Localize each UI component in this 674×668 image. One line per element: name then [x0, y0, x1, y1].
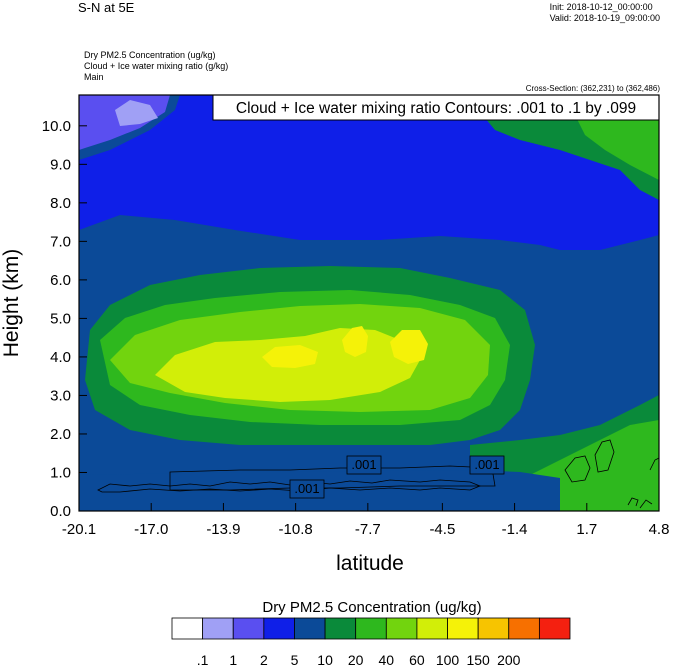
field-line-3: Main: [84, 72, 104, 82]
colorbar: [171, 617, 571, 640]
y-tick-label: 6.0: [50, 272, 71, 289]
y-tick-label: 7.0: [50, 233, 71, 250]
x-tick-label: -20.1: [62, 521, 96, 538]
colorbar-swatch: [538, 617, 571, 640]
colorbar-label: 2: [260, 652, 268, 668]
field-descriptions: Dry PM2.5 Concentration (ug/kg) Cloud + …: [84, 50, 228, 83]
x-tick-label: -10.8: [279, 521, 313, 538]
cloud-contour-4: [627, 497, 653, 509]
cloud-contour-3: [564, 439, 659, 483]
chart-title: S-N at 5E: [78, 0, 135, 15]
cross-section-label: Cross-Section: (362,231) to (362,486): [525, 84, 660, 93]
x-axis-label: latitude: [336, 552, 404, 575]
colorbar-label: 150: [466, 652, 490, 668]
x-tick-label: 1.7: [576, 521, 597, 538]
contour-info-text: Cloud + Ice water mixing ratio Contours:…: [236, 100, 636, 117]
y-axis-label: Height (km): [0, 249, 23, 358]
region-light-upper-left: [115, 100, 158, 126]
colorbar-swatch: [477, 617, 510, 640]
colorbar-swatch: [416, 617, 448, 640]
x-axis: -20.1 -17.0 -13.9 -10.8 -7.7 -4.5 -1.4 1.7 4.8: [62, 503, 670, 538]
y-tick-label: 1.0: [50, 464, 71, 481]
x-tick-label: 4.8: [649, 521, 670, 538]
colorbar-title: Dry PM2.5 Concentration (ug/kg): [262, 599, 481, 616]
run-time-info: Init: 2018-10-12_00:00:00 Valid: 2018-10…: [550, 2, 660, 24]
colorbar-swatch: [324, 617, 357, 640]
colorbar-label: 1: [229, 652, 237, 668]
colorbar-swatch: [171, 617, 204, 640]
region-max-1: [262, 345, 318, 368]
colorbar-swatch: [355, 617, 387, 640]
colorbar-label: 5: [291, 652, 299, 668]
valid-time: Valid: 2018-10-19_09:00:00: [549, 13, 660, 23]
cloud-contour-2: [169, 465, 496, 491]
y-tick-label: 3.0: [50, 387, 71, 404]
colorbar-label: 20: [348, 652, 364, 668]
contour-label-2: .001: [474, 457, 499, 472]
y-tick-label: 5.0: [50, 310, 71, 327]
colorbar-swatch: [447, 617, 479, 640]
plot-frame: [78, 94, 660, 512]
colorbar-label: 40: [379, 652, 395, 668]
field-line-1: Dry PM2.5 Concentration (ug/kg): [84, 50, 216, 60]
region-max-3: [390, 330, 428, 364]
region-max-2: [342, 326, 368, 357]
x-tick-label: -4.5: [429, 521, 455, 538]
contour-label-1: .001: [351, 457, 376, 472]
colorbar-swatch: [508, 617, 540, 640]
y-tick-label: 10.0: [42, 118, 71, 135]
field-shading: [79, 95, 659, 511]
init-time: Init: 2018-10-12_00:00:00: [549, 2, 653, 12]
colorbar-label: .1: [197, 652, 209, 668]
y-tick-label: 2.0: [50, 426, 71, 443]
x-tick-label: -13.9: [206, 521, 240, 538]
y-tick-label: 8.0: [50, 195, 71, 212]
colorbar-swatch: [232, 617, 265, 640]
region-surface-layer-right: [560, 440, 659, 511]
colorbar-swatch: [202, 617, 234, 640]
colorbar-swatch: [385, 617, 418, 640]
y-tick-label: 0.0: [50, 503, 71, 520]
colorbar-swatch: [263, 617, 295, 640]
colorbar-labels: .1 1 2 5 10 20 40 60 100 150 200: [197, 652, 521, 668]
colorbar-label: 200: [497, 652, 521, 668]
x-tick-label: -17.0: [134, 521, 168, 538]
colorbar-swatch: [294, 617, 326, 640]
y-axis: 0.0 1.0 2.0 3.0 4.0 5.0 6.0 7.0 8.0 9.0 10.0: [42, 118, 87, 520]
colorbar-label: 10: [317, 652, 333, 668]
contour-label-boxes: .001 .001 .001: [289, 455, 505, 499]
colorbar-label: 100: [436, 652, 460, 668]
cloud-contours: [97, 439, 659, 509]
y-tick-label: 9.0: [50, 156, 71, 173]
x-tick-label: -1.4: [502, 521, 528, 538]
field-line-2: Cloud + Ice water mixing ratio (g/kg): [84, 61, 229, 71]
colorbar-label: 60: [409, 652, 425, 668]
y-tick-label: 4.0: [50, 349, 71, 366]
contour-info-box: Cloud + Ice water mixing ratio Contours:…: [212, 94, 660, 121]
contour-label-3: .001: [294, 481, 319, 496]
x-tick-label: -7.7: [355, 521, 381, 538]
